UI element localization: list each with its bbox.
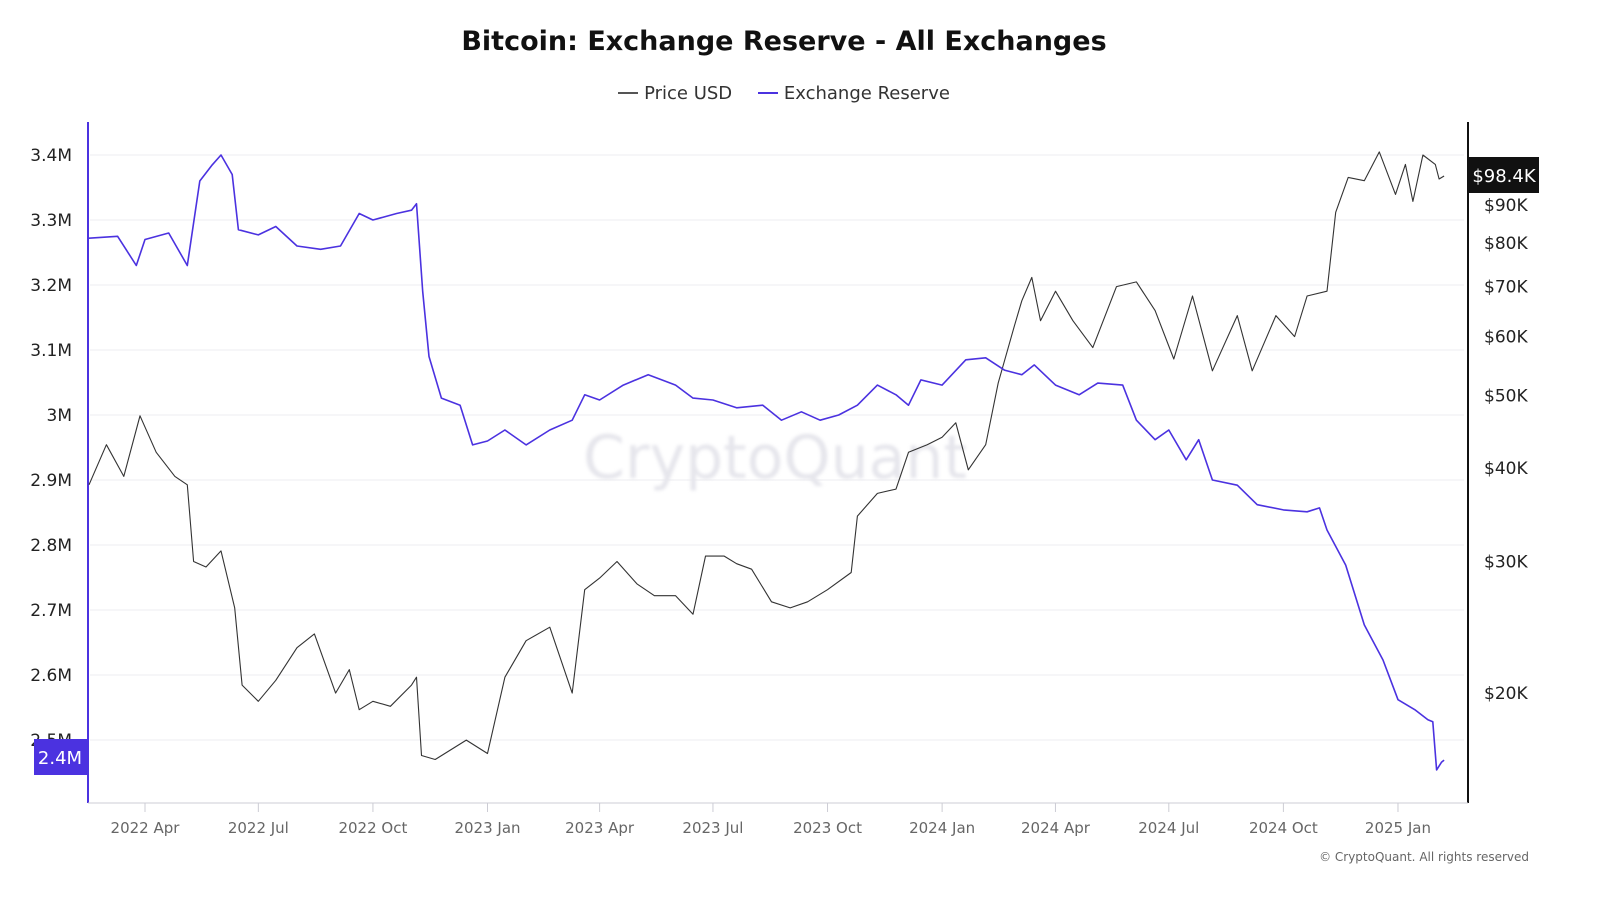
current-price-badge [1469,157,1539,193]
left-axis-tick-label: 3.4M [30,146,72,166]
chart-title: Bitcoin: Exchange Reserve - All Exchange… [461,26,1107,57]
legend-item-reserve[interactable]: Exchange Reserve [757,82,950,104]
price-usd-line[interactable] [88,151,1445,761]
right-axis-tick-label: $20K [1484,684,1528,704]
x-axis-tick-label: 2024 Jan [909,819,975,837]
x-axis-tick-label: 2022 Jul [228,819,289,837]
current-reserve-badge [34,739,87,775]
x-axis-tick-label: 2024 Oct [1249,819,1318,837]
legend-swatch-price [618,92,639,94]
right-axis-tick-label: $30K [1484,552,1528,572]
x-axis-tick-label: 2023 Oct [793,819,862,837]
right-axis-tick-label: $40K [1484,459,1528,479]
legend-swatch-reserve [757,92,778,94]
right-axis-tick-label: $90K [1484,196,1528,216]
x-axis-tick-label: 2024 Apr [1021,819,1091,837]
x-axis-tick-label: 2023 Jan [454,819,520,837]
left-axis-tick-label: 2.8M [30,536,72,556]
right-axis-tick-label: $50K [1484,387,1528,407]
right-axis-tick-label: $70K [1484,278,1528,298]
x-axis-tick-label: 2023 Apr [565,819,635,837]
left-axis-tick-label: 2.9M [30,471,72,491]
current-reserve-label: 2.4M [38,748,82,769]
x-axis-tick-label: 2022 Oct [338,819,407,837]
exchange-reserve-line[interactable] [88,154,1445,771]
left-axis-tick-label: 3.1M [30,341,72,361]
right-axis-tick-label: $80K [1484,234,1528,254]
watermark: CryptoQuant [583,423,967,493]
left-axis-tick-label: 2.6M [30,666,72,686]
left-axis-tick-label: 3.3M [30,211,72,231]
left-axis-tick-label: 2.7M [30,601,72,621]
legend-label-price: Price USD [644,82,733,104]
legend-label-reserve: Exchange Reserve [783,82,950,104]
right-axis-tick-label: $60K [1484,328,1528,348]
copyright-footer: © CryptoQuant. All rights reserved [1319,850,1529,864]
x-axis-tick-label: 2024 Jul [1138,819,1199,837]
legend-item-price[interactable]: Price USD [618,83,732,104]
left-axis-tick-label: 3.2M [30,276,72,296]
x-axis-tick-label: 2022 Apr [111,819,181,837]
legend: Price USD Exchange Reserve [0,78,1568,104]
left-axis-tick-label: 3M [47,406,72,426]
x-axis-tick-label: 2023 Jul [682,819,743,837]
current-price-label: $98.4K [1472,166,1537,187]
x-axis-tick-label: 2025 Jan [1365,819,1431,837]
